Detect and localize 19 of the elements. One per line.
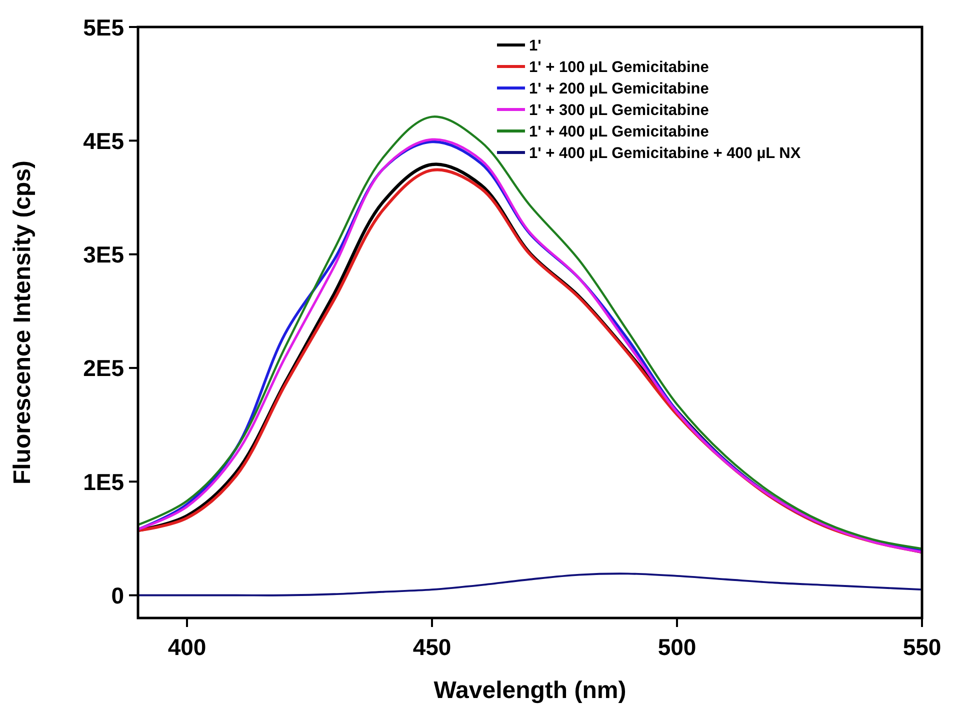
x-tick-label: 550 — [902, 634, 942, 660]
x-tick-label: 400 — [168, 634, 206, 660]
x-tick-label: 450 — [412, 634, 452, 660]
y-tick-label: 4E5 — [83, 128, 124, 154]
y-tick-label: 0 — [111, 582, 124, 609]
x-tick-label: 500 — [658, 634, 696, 660]
legend-label: 1' + 400 µL Gemicitabine + 400 µL NX — [529, 144, 802, 162]
y-axis-title: Fluorescence Intensity (cps) — [9, 160, 36, 485]
y-tick-label: 3E5 — [83, 242, 124, 268]
legend-label: 1' + 100 µL Gemicitabine — [529, 58, 710, 76]
y-tick-label: 2E5 — [83, 355, 124, 382]
x-axis-title: Wavelength (nm) — [434, 677, 626, 704]
legend-label: 1' — [529, 37, 542, 54]
legend-label: 1' + 400 µL Gemicitabine — [529, 123, 710, 140]
y-tick-label: 5E5 — [83, 14, 124, 40]
y-tick-label: 1E5 — [83, 468, 124, 495]
legend-label: 1' + 200 µL Gemicitabine — [529, 80, 710, 98]
legend-label: 1' + 300 µL Gemicitabine — [529, 102, 710, 119]
line-series — [137, 572, 923, 596]
